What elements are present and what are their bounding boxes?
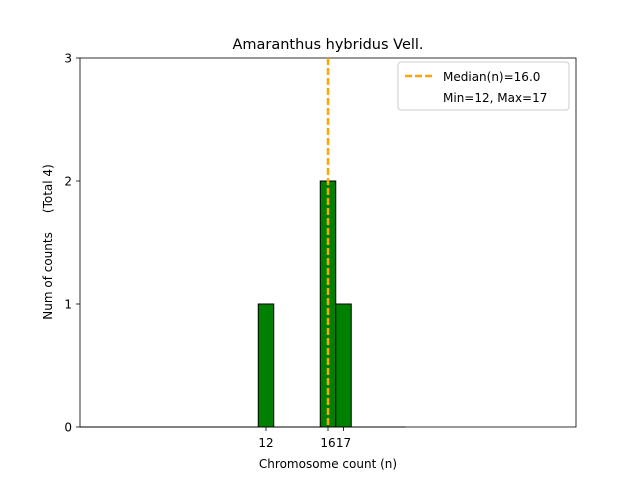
bar-17 bbox=[335, 303, 352, 428]
legend: Median(n)=16.0 Min=12, Max=17 bbox=[397, 61, 570, 111]
x-tick-label-17: 17 bbox=[336, 436, 351, 450]
bar-12 bbox=[257, 303, 275, 428]
y-tick-label-0: 0 bbox=[64, 421, 72, 435]
y-tick-label-1: 1 bbox=[64, 298, 72, 312]
chart-title: Amaranthus hybridus Vell. bbox=[232, 37, 423, 53]
y-axis-label: Num of counts (Total 4) bbox=[41, 164, 55, 319]
legend-median-label: Median(n)=16.0 bbox=[443, 70, 540, 84]
y-tick-label-3: 3 bbox=[64, 52, 72, 66]
legend-box bbox=[397, 61, 570, 111]
y-tick-label-2: 2 bbox=[64, 175, 72, 189]
legend-minmax-label: Min=12, Max=17 bbox=[443, 91, 547, 105]
x-tick-label-12: 12 bbox=[258, 436, 273, 450]
x-tick-label-16: 16 bbox=[320, 436, 335, 450]
x-axis-label: Chromosome count (n) bbox=[259, 457, 397, 471]
